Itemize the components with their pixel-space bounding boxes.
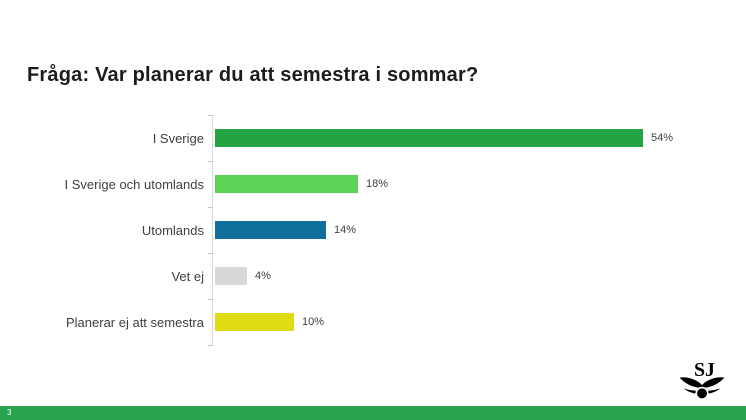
value-label: 10% <box>302 316 325 328</box>
bar <box>215 313 294 331</box>
page-title: Fråga: Var planerar du att semestra i so… <box>27 64 479 87</box>
value-label: 18% <box>366 178 389 190</box>
bar <box>215 267 247 285</box>
chart-row: Vet ej 4% <box>0 253 746 299</box>
bar-chart: I Sverige 54% I Sverige och utomlands 18% Ut… <box>0 115 746 346</box>
category-label: I Sverige <box>152 130 204 146</box>
footer-bar: 3 <box>0 406 746 420</box>
category-label: Utomlands <box>141 222 204 238</box>
sj-logo-text: SJ <box>694 359 715 381</box>
chart-row: I Sverige 54% <box>0 115 746 161</box>
chart-row: Planerar ej att semestra 10% <box>0 299 746 345</box>
chart-row: Utomlands 14% <box>0 207 746 253</box>
sj-logo: SJ <box>678 357 726 400</box>
bar <box>215 129 643 147</box>
axis-tick <box>208 253 213 254</box>
bar <box>215 221 326 239</box>
value-label: 14% <box>334 224 357 236</box>
value-label: 4% <box>255 270 271 282</box>
axis-tick <box>208 345 213 346</box>
category-label: I Sverige och utomlands <box>64 176 204 192</box>
axis-tick <box>208 115 213 116</box>
axis-tick <box>208 207 213 208</box>
chart-row: I Sverige och utomlands 18% <box>0 161 746 207</box>
value-label: 54% <box>651 132 674 144</box>
page-number: 3 <box>7 408 12 417</box>
bar <box>215 175 358 193</box>
axis-tick <box>208 299 213 300</box>
sj-winged-wheel-icon: SJ <box>679 359 725 400</box>
category-label: Vet ej <box>171 268 204 284</box>
axis-tick <box>208 161 213 162</box>
category-axis-line <box>212 115 213 345</box>
category-label: Planerar ej att semestra <box>65 314 204 330</box>
